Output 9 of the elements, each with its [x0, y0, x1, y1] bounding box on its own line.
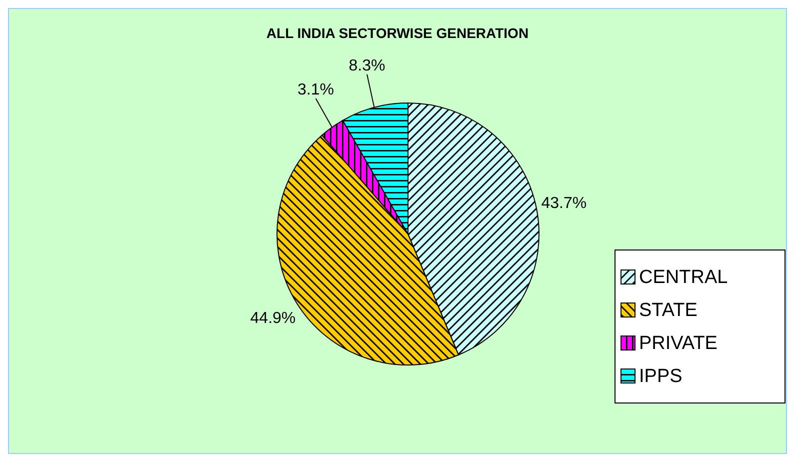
legend-label: STATE	[639, 300, 698, 321]
legend-label: PRIVATE	[639, 333, 718, 354]
legend-label: CENTRAL	[639, 267, 728, 288]
data-label: 8.3%	[348, 57, 386, 74]
data-label: 3.1%	[298, 81, 334, 98]
legend-label: IPPS	[639, 366, 682, 387]
data-label: 43.7%	[541, 194, 587, 212]
data-label: 44.9%	[250, 310, 296, 327]
chart-title: ALL INDIA SECTORWISE GENERATION	[266, 25, 529, 41]
